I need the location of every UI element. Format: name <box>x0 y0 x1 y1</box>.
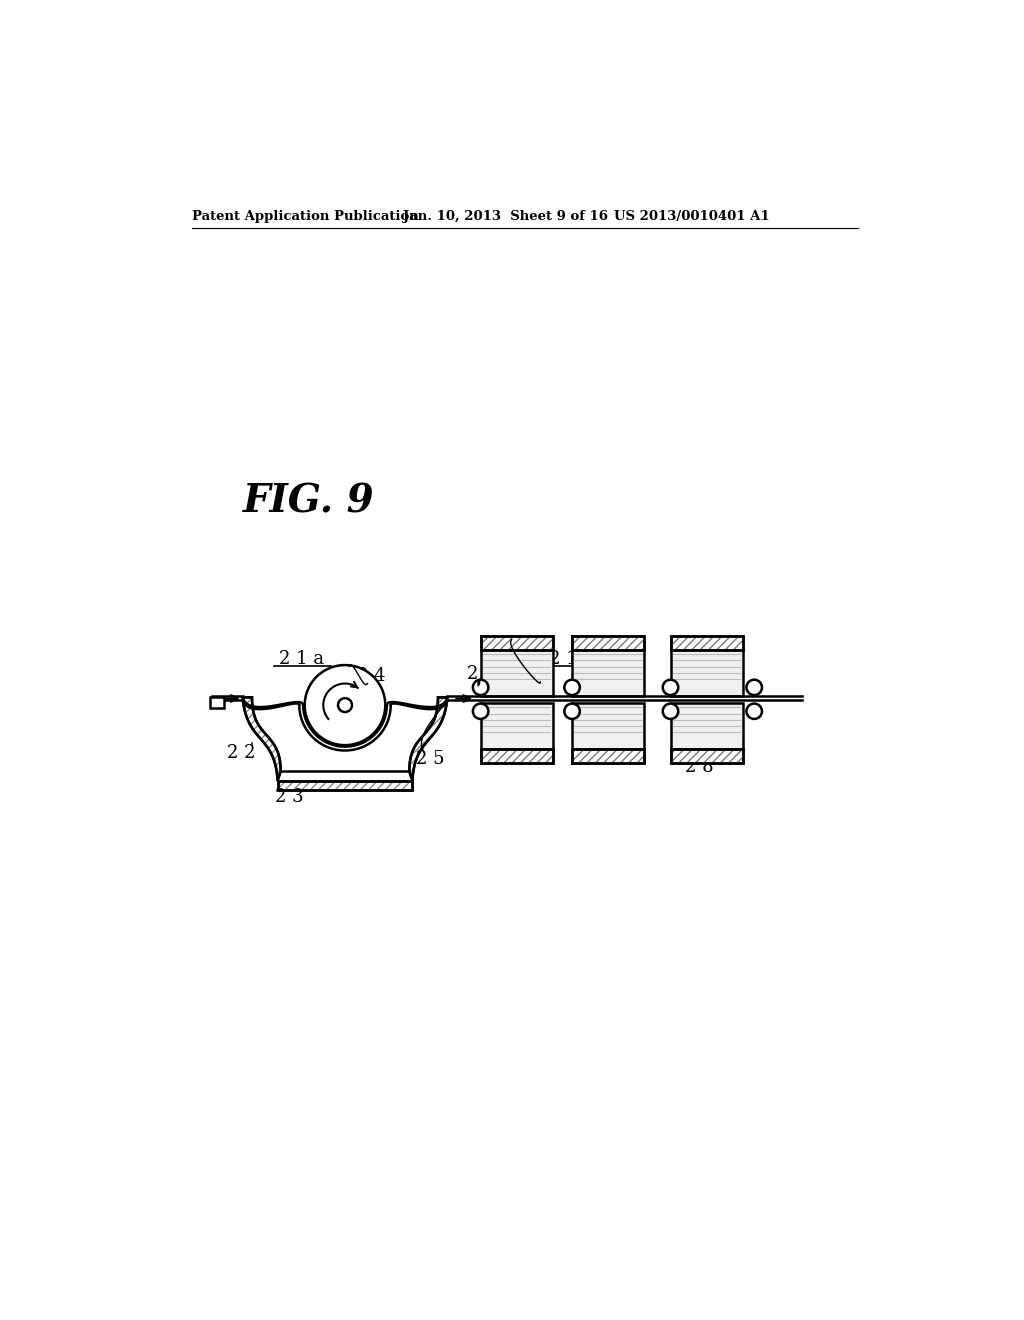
Bar <box>480 748 553 763</box>
Bar <box>572 702 644 748</box>
Bar <box>671 748 742 763</box>
Bar <box>671 702 742 748</box>
Bar <box>480 649 553 696</box>
Bar <box>671 649 742 696</box>
Circle shape <box>663 704 678 719</box>
Text: 2 6: 2 6 <box>467 665 496 684</box>
Bar <box>572 636 644 649</box>
Bar <box>671 636 742 649</box>
Polygon shape <box>278 780 413 789</box>
Bar <box>671 748 742 763</box>
Text: 2 5: 2 5 <box>416 750 444 768</box>
Bar <box>671 636 742 649</box>
Bar <box>572 748 644 763</box>
Bar <box>480 748 553 763</box>
Bar <box>480 636 553 649</box>
Circle shape <box>663 680 678 696</box>
Bar <box>671 636 742 649</box>
Polygon shape <box>410 697 447 780</box>
Bar <box>572 636 644 649</box>
Bar <box>210 697 224 708</box>
Circle shape <box>564 680 580 696</box>
Text: 2 3: 2 3 <box>274 788 303 807</box>
Text: 2 2: 2 2 <box>227 744 255 762</box>
Circle shape <box>338 698 352 711</box>
Circle shape <box>746 704 762 719</box>
Bar <box>480 636 553 649</box>
Bar <box>480 702 553 748</box>
Bar <box>671 748 742 763</box>
Text: 2 1 a: 2 1 a <box>279 649 325 668</box>
Circle shape <box>473 704 488 719</box>
Text: Patent Application Publication: Patent Application Publication <box>191 210 418 223</box>
Text: FIG. 9: FIG. 9 <box>243 483 375 521</box>
Bar <box>480 636 553 649</box>
Bar <box>572 748 644 763</box>
Bar <box>480 748 553 763</box>
Circle shape <box>473 680 488 696</box>
Circle shape <box>305 665 385 744</box>
Text: US 2013/0010401 A1: US 2013/0010401 A1 <box>614 210 770 223</box>
Text: 2 1 b: 2 1 b <box>549 649 595 668</box>
Bar <box>572 748 644 763</box>
Circle shape <box>746 680 762 696</box>
Bar <box>572 636 644 649</box>
Text: 2 7: 2 7 <box>524 665 553 684</box>
Text: 2 8: 2 8 <box>685 758 714 776</box>
Text: Jan. 10, 2013  Sheet 9 of 16: Jan. 10, 2013 Sheet 9 of 16 <box>403 210 608 223</box>
Polygon shape <box>243 697 281 780</box>
Circle shape <box>564 704 580 719</box>
Bar <box>572 649 644 696</box>
Text: 2 4: 2 4 <box>357 667 386 685</box>
